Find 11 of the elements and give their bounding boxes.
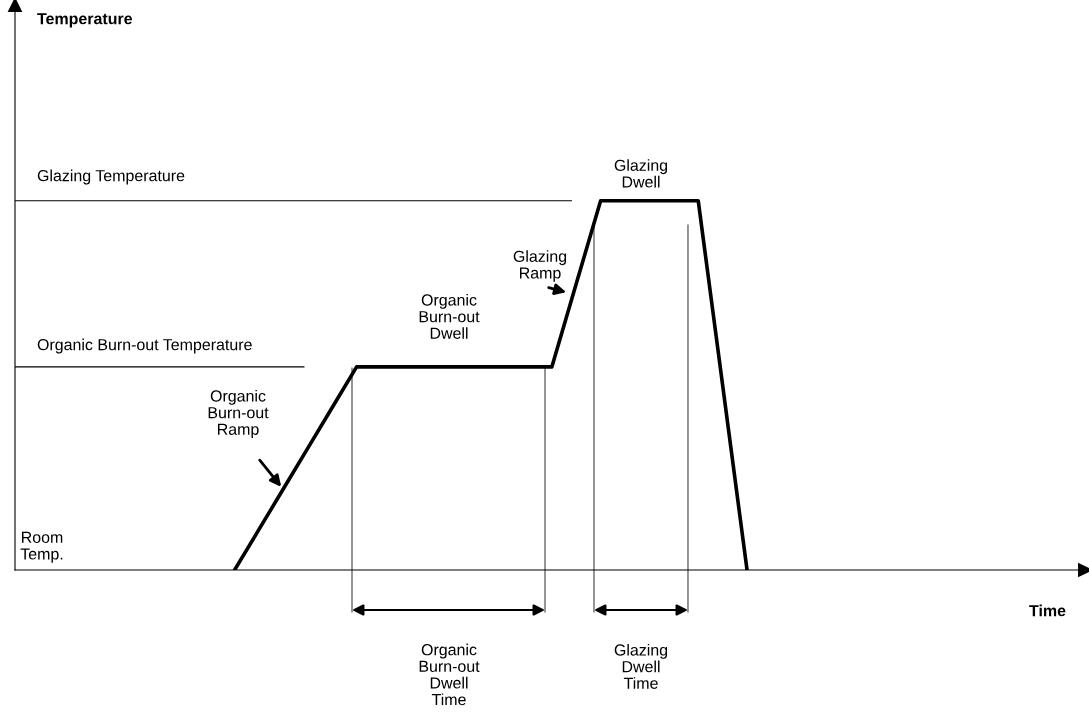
ref-line-label: Organic Burn-out Temperature [37,338,252,354]
text: Glazing Dwell [614,159,668,188]
text: Glazing Dwell Time [614,643,668,689]
annotation: Room Temp. [20,531,63,563]
text: Temperature [37,13,133,28]
annotation: Glazing Ramp [513,250,567,282]
ref-line-label: Glazing Temperature [37,169,185,185]
annotation: Organic Burn-out Ramp [208,389,269,439]
x-axis-title: Time [1029,604,1066,617]
annotation: Organic Burn-out Dwell [419,293,480,339]
text: Organic Burn-out Dwell Time [419,643,480,706]
